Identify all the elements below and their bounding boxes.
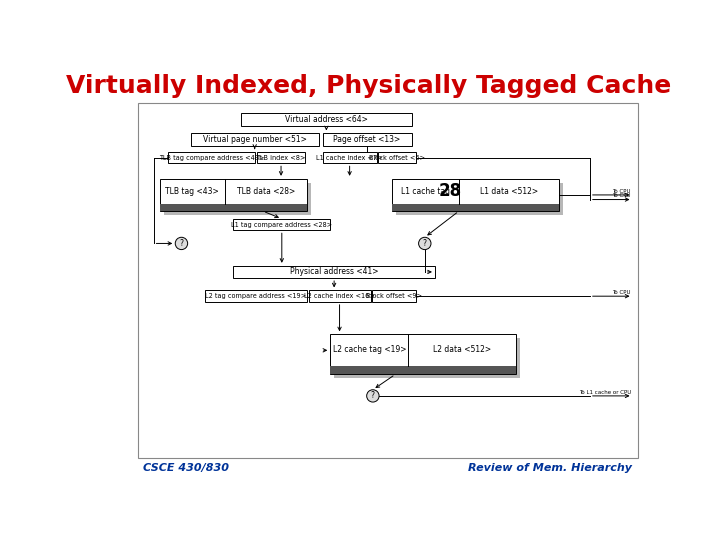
Text: ?: ? <box>423 239 427 248</box>
Text: To CPU: To CPU <box>613 291 631 295</box>
Text: L1 data <512>: L1 data <512> <box>480 187 538 196</box>
Bar <box>168 152 255 164</box>
Bar <box>323 133 412 146</box>
Text: L2 tag compare address <19>: L2 tag compare address <19> <box>205 293 307 299</box>
Bar <box>372 291 415 302</box>
Circle shape <box>175 237 188 249</box>
Text: Physical address <41>: Physical address <41> <box>290 267 379 276</box>
Bar <box>309 291 371 302</box>
Text: L1 cache index <7>: L1 cache index <7> <box>316 154 383 160</box>
Bar <box>378 152 415 164</box>
Text: L2 cache index <16>: L2 cache index <16> <box>304 293 375 299</box>
Text: L2 data <512>: L2 data <512> <box>433 346 491 354</box>
Text: L1 cache tag: L1 cache tag <box>401 187 450 196</box>
Text: TLB tag compare address <43>: TLB tag compare address <43> <box>158 154 264 160</box>
Text: Block offset <9>: Block offset <9> <box>366 293 422 299</box>
Text: ?: ? <box>179 239 184 248</box>
Text: L2 cache tag <19>: L2 cache tag <19> <box>333 346 406 354</box>
Bar <box>330 366 516 374</box>
Bar <box>323 152 377 164</box>
Circle shape <box>418 237 431 249</box>
Bar <box>392 204 559 211</box>
Bar <box>160 179 307 211</box>
Bar <box>256 152 305 164</box>
Text: Virtual address <64>: Virtual address <64> <box>285 115 368 124</box>
Bar <box>233 266 435 278</box>
Text: TLB index <8>: TLB index <8> <box>256 154 306 160</box>
Bar <box>191 133 319 146</box>
Text: Virtual page number <51>: Virtual page number <51> <box>203 135 307 144</box>
Bar <box>241 113 412 126</box>
Text: Review of Mem. Hierarchy: Review of Mem. Hierarchy <box>469 463 632 473</box>
Bar <box>163 183 311 215</box>
Bar <box>330 334 516 374</box>
Text: TLB tag <43>: TLB tag <43> <box>166 187 219 196</box>
Bar <box>160 204 307 211</box>
Circle shape <box>366 390 379 402</box>
Bar <box>138 103 638 457</box>
Text: L1 tag compare address <28>: L1 tag compare address <28> <box>231 221 333 227</box>
Bar <box>392 179 559 211</box>
Text: CSCE 430/830: CSCE 430/830 <box>143 463 229 473</box>
Text: ?: ? <box>371 392 375 400</box>
Text: Block offset <6>: Block offset <6> <box>369 154 425 160</box>
Text: To CPU: To CPU <box>613 189 631 194</box>
Text: To CPU: To CPU <box>613 193 631 198</box>
Text: To L1 cache or CPU: To L1 cache or CPU <box>579 390 631 395</box>
Text: Virtually Indexed, Physically Tagged Cache: Virtually Indexed, Physically Tagged Cac… <box>66 75 672 98</box>
Text: TLB data <28>: TLB data <28> <box>237 187 295 196</box>
Bar <box>396 183 563 215</box>
Text: 28: 28 <box>439 183 462 200</box>
Text: Page offset <13>: Page offset <13> <box>333 135 401 144</box>
Bar <box>334 338 520 378</box>
Bar <box>233 219 330 231</box>
Bar <box>204 291 307 302</box>
